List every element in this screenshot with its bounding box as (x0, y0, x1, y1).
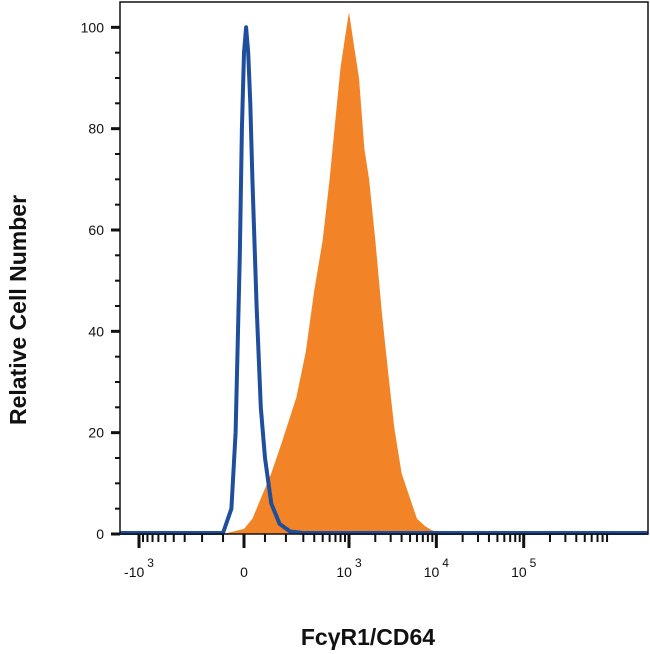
series-outline-histogram (120, 25, 648, 535)
y-tick-label: 80 (88, 121, 104, 137)
x-tick-label: -103 (124, 556, 154, 580)
y-tick-label: 60 (88, 222, 104, 238)
y-tick-label: 20 (88, 425, 104, 441)
y-axis-title: Relative Cell Number (5, 195, 31, 425)
x-tick-label: 104 (424, 556, 450, 580)
x-axis-title: FcγR1/CD64 (301, 624, 435, 650)
series-layer (120, 12, 648, 535)
x-tick-label: 103 (336, 556, 362, 580)
y-tick-label: 40 (88, 323, 104, 339)
x-tick-label: 0 (240, 564, 248, 580)
x-tick-label: 105 (511, 556, 537, 580)
y-tick-label: 100 (81, 19, 105, 35)
plot-frame (119, 1, 649, 535)
axis-layer: 0 20 40 60 80 100 -103 0 103 104 105 (81, 1, 649, 580)
y-tick-label: 0 (96, 526, 104, 542)
series-filled-histogram (223, 12, 455, 535)
